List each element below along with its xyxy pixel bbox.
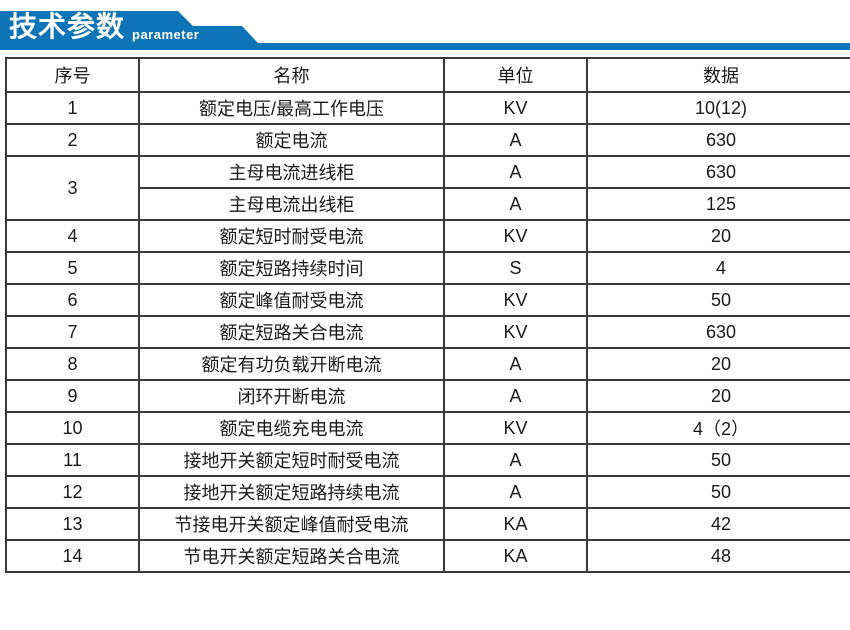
cell-value: 42 bbox=[586, 507, 850, 541]
cell-unit: KV bbox=[443, 219, 588, 253]
cell-name: 额定短路持续时间 bbox=[138, 251, 445, 285]
table-row: 2 额定电流 A 630 bbox=[5, 123, 850, 157]
cell-unit: A bbox=[443, 155, 588, 189]
table-row: 4 额定短时耐受电流 KV 20 bbox=[5, 219, 850, 253]
cell-value: 4（2） bbox=[586, 411, 850, 445]
cell-name: 主母电流进线柜 bbox=[138, 155, 445, 189]
column-header-value: 数据 bbox=[586, 57, 850, 93]
cell-name: 额定电缆充电电流 bbox=[138, 411, 445, 445]
table-row: 12 接地开关额定短路持续电流 A 50 bbox=[5, 475, 850, 509]
cell-value: 630 bbox=[586, 123, 850, 157]
table-body: 1 额定电压/最高工作电压 KV 10(12) 2 额定电流 A 630 3 主母电流进线柜 A 63… bbox=[5, 91, 850, 573]
cell-unit: A bbox=[443, 123, 588, 157]
table-row: 13 节接电开关额定峰值耐受电流 KA 42 bbox=[5, 507, 850, 541]
cell-name: 节接电开关额定峰值耐受电流 bbox=[138, 507, 445, 541]
cell-row-number: 12 bbox=[5, 475, 140, 509]
column-header-unit: 单位 bbox=[443, 57, 588, 93]
table-row: 5 额定短路持续时间 S 4 bbox=[5, 251, 850, 285]
cell-name: 闭环开断电流 bbox=[138, 379, 445, 413]
cell-value: 50 bbox=[586, 443, 850, 477]
page-title: 技术参数 bbox=[9, 11, 126, 42]
cell-value: 630 bbox=[586, 315, 850, 349]
cell-row-number: 10 bbox=[5, 411, 140, 445]
header-banner: 技术参数 parameter bbox=[0, 0, 850, 56]
cell-value: 20 bbox=[586, 347, 850, 381]
cell-unit: A bbox=[443, 187, 588, 221]
cell-row-number: 14 bbox=[5, 539, 140, 573]
cell-row-number: 8 bbox=[5, 347, 140, 381]
cell-unit: KV bbox=[443, 91, 588, 125]
table-row: 10 额定电缆充电电流 KV 4（2） bbox=[5, 411, 850, 445]
cell-name: 额定电流 bbox=[138, 123, 445, 157]
cell-row-number: 3 bbox=[5, 155, 140, 221]
table-row: 1 额定电压/最高工作电压 KV 10(12) bbox=[5, 91, 850, 125]
cell-name: 接地开关额定短路持续电流 bbox=[138, 475, 445, 509]
cell-row-number: 13 bbox=[5, 507, 140, 541]
cell-value: 630 bbox=[586, 155, 850, 189]
cell-unit: A bbox=[443, 475, 588, 509]
cell-value: 20 bbox=[586, 219, 850, 253]
cell-row-number: 4 bbox=[5, 219, 140, 253]
cell-row-number: 9 bbox=[5, 379, 140, 413]
table-header-row: 序号 名称 单位 数据 bbox=[5, 57, 850, 93]
table-row: 11 接地开关额定短时耐受电流 A 50 bbox=[5, 443, 850, 477]
cell-name: 额定有功负载开断电流 bbox=[138, 347, 445, 381]
cell-value: 50 bbox=[586, 283, 850, 317]
cell-name: 接地开关额定短时耐受电流 bbox=[138, 443, 445, 477]
table-row: 7 额定短路关合电流 KV 630 bbox=[5, 315, 850, 349]
cell-value: 4 bbox=[586, 251, 850, 285]
cell-name: 节电开关额定短路关合电流 bbox=[138, 539, 445, 573]
cell-value: 10(12) bbox=[586, 91, 850, 125]
cell-value: 50 bbox=[586, 475, 850, 509]
cell-row-number: 1 bbox=[5, 91, 140, 125]
cell-name: 主母电流出线柜 bbox=[138, 187, 445, 221]
cell-name: 额定短路关合电流 bbox=[138, 315, 445, 349]
cell-name: 额定峰值耐受电流 bbox=[138, 283, 445, 317]
banner-ribbon-shape bbox=[0, 11, 850, 50]
cell-value: 48 bbox=[586, 539, 850, 573]
column-header-name: 名称 bbox=[138, 57, 445, 93]
cell-unit: KV bbox=[443, 411, 588, 445]
cell-value: 20 bbox=[586, 379, 850, 413]
cell-row-number: 11 bbox=[5, 443, 140, 477]
cell-name: 额定电压/最高工作电压 bbox=[138, 91, 445, 125]
cell-unit: KA bbox=[443, 507, 588, 541]
table-row: 6 额定峰值耐受电流 KV 50 bbox=[5, 283, 850, 317]
cell-unit: S bbox=[443, 251, 588, 285]
cell-row-number: 5 bbox=[5, 251, 140, 285]
cell-unit: KV bbox=[443, 283, 588, 317]
table-row: 14 节电开关额定短路关合电流 KA 48 bbox=[5, 539, 850, 573]
table-row: 3 主母电流进线柜 A 630 bbox=[5, 155, 850, 221]
cell-row-number: 7 bbox=[5, 315, 140, 349]
table-row: 8 额定有功负载开断电流 A 20 bbox=[5, 347, 850, 381]
cell-unit: A bbox=[443, 443, 588, 477]
cell-unit: KV bbox=[443, 315, 588, 349]
page-subtitle: parameter bbox=[132, 27, 200, 42]
cell-name: 额定短时耐受电流 bbox=[138, 219, 445, 253]
table-header: 序号 名称 单位 数据 bbox=[5, 57, 850, 93]
table-row: 9 闭环开断电流 A 20 bbox=[5, 379, 850, 413]
cell-row-number: 6 bbox=[5, 283, 140, 317]
cell-unit: KA bbox=[443, 539, 588, 573]
table-row: 主母电流出线柜 A 125 bbox=[6, 187, 850, 221]
parameter-table: 序号 名称 单位 数据 1 额定电压/最高工作电压 KV 10(12) 2 额定电流 A 63… bbox=[5, 57, 850, 573]
column-header-no: 序号 bbox=[5, 57, 140, 93]
cell-value: 125 bbox=[586, 187, 850, 221]
cell-unit: A bbox=[443, 379, 588, 413]
cell-unit: A bbox=[443, 347, 588, 381]
cell-row-number: 2 bbox=[5, 123, 140, 157]
